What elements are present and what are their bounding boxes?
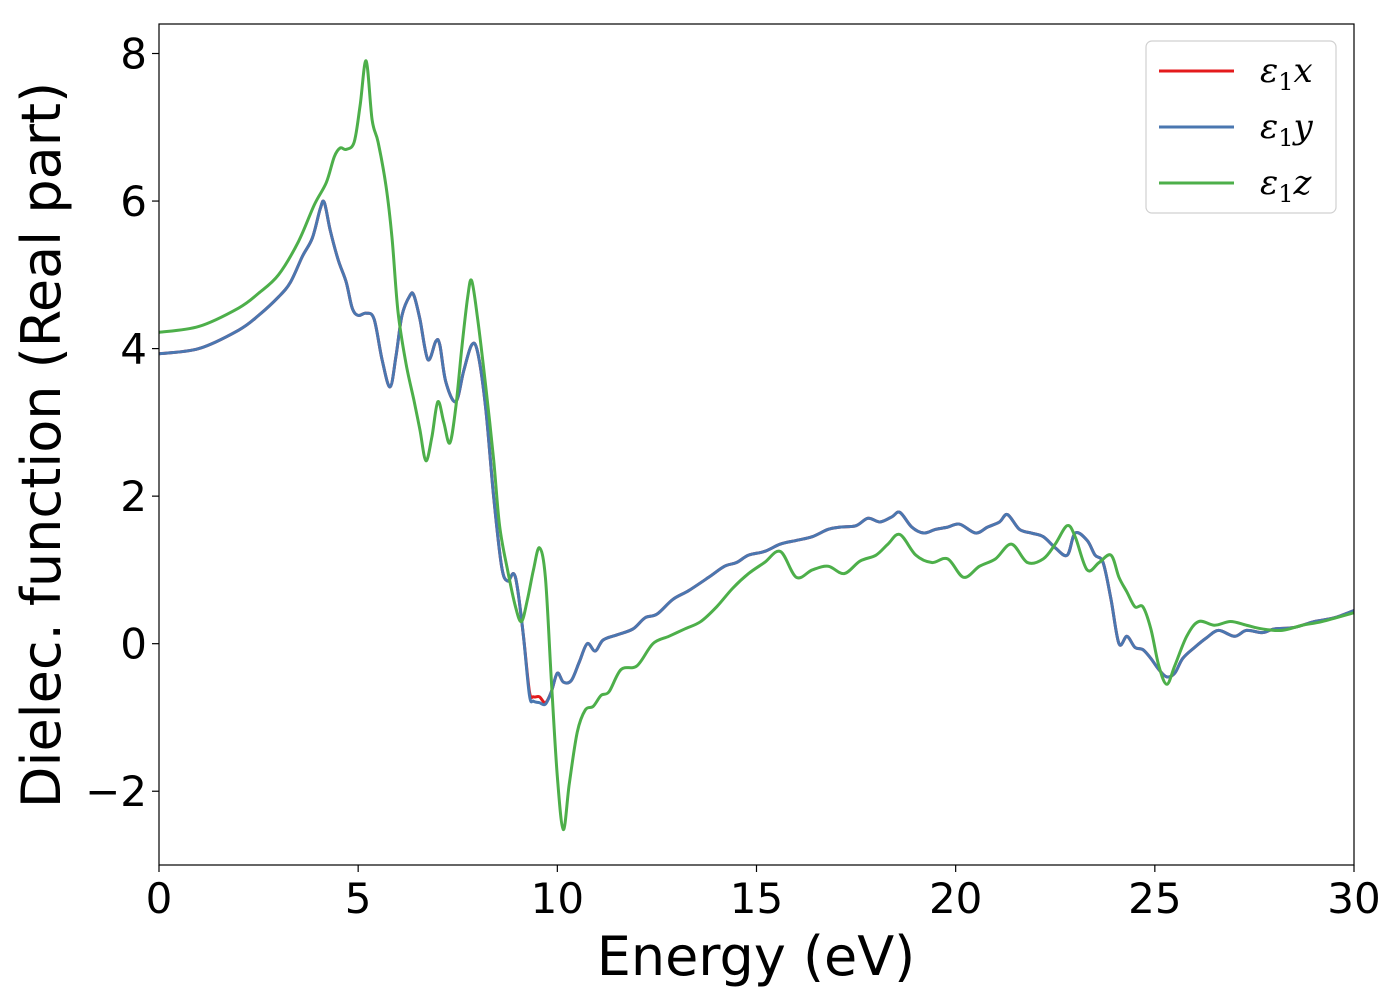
x-tick-label: 5 xyxy=(345,874,372,923)
y-axis-title: Dielec. function (Real part) xyxy=(10,82,73,808)
x-tick-label: 30 xyxy=(1327,874,1380,923)
x-axis-ticks: 0 5 10 15 20 25 30 xyxy=(146,865,1381,923)
x-axis-title: Energy (eV) xyxy=(597,925,916,988)
legend-label-y: ε1y xyxy=(1260,107,1314,152)
y-tick-label: 8 xyxy=(120,30,147,79)
x-tick-label: 15 xyxy=(730,874,783,923)
series-line-y xyxy=(159,199,1354,707)
series-line-z xyxy=(159,59,1354,832)
legend-label-x: ε1x xyxy=(1260,51,1313,96)
y-tick-label: 4 xyxy=(120,325,147,374)
legend-box xyxy=(1145,40,1337,214)
y-tick-label: 6 xyxy=(120,177,147,226)
legend-label-z: ε1z xyxy=(1260,163,1313,208)
x-tick-label: 20 xyxy=(929,874,982,923)
x-tick-label: 0 xyxy=(146,874,173,923)
series-lines xyxy=(159,59,1354,832)
y-tick-label: 2 xyxy=(120,472,147,521)
y-tick-label: 0 xyxy=(120,620,147,669)
y-tick-label: −2 xyxy=(85,767,147,816)
legend: ε1x ε1y ε1z xyxy=(1145,40,1337,214)
x-tick-label: 25 xyxy=(1128,874,1181,923)
x-tick-label: 10 xyxy=(531,874,584,923)
y-axis-ticks: −2 0 2 4 6 8 xyxy=(85,30,159,816)
